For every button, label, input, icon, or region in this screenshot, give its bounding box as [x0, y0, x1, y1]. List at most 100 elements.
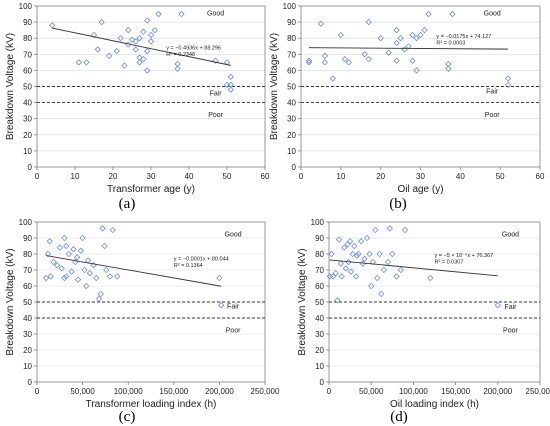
y-tick-label: 0	[28, 378, 33, 387]
x-axis-label: Transformer age (y)	[107, 184, 195, 195]
data-point	[121, 62, 128, 69]
trendline	[329, 259, 498, 277]
data-point	[147, 31, 155, 39]
data-point	[305, 57, 313, 64]
y-tick-label: 20	[23, 346, 32, 355]
data-point	[332, 270, 339, 277]
data-point	[42, 274, 50, 282]
data-point	[109, 226, 116, 234]
y-tick-label: 90	[287, 18, 296, 27]
data-point	[95, 295, 103, 302]
data-point	[49, 22, 56, 29]
data-point	[337, 31, 344, 39]
data-point	[140, 28, 147, 35]
y-tick-label: 80	[287, 34, 296, 43]
data-point	[99, 225, 106, 232]
data-point	[365, 18, 372, 26]
x-tick-label: 100,000	[114, 387, 143, 396]
data-point	[147, 38, 155, 45]
y-tick-label: 10	[287, 147, 296, 156]
data-point	[65, 250, 73, 258]
y-tick-label: 30	[23, 330, 32, 339]
data-point	[97, 290, 105, 298]
data-point	[63, 242, 70, 250]
zone-label-fair: Fair	[504, 304, 517, 311]
data-point	[227, 86, 234, 93]
trendline	[46, 255, 222, 287]
data-point	[155, 10, 162, 18]
data-point	[218, 302, 225, 309]
data-point	[174, 65, 181, 72]
data-point	[425, 10, 432, 18]
data-point	[386, 225, 393, 232]
data-point	[385, 49, 392, 56]
x-tick-label: 150,000	[441, 387, 470, 396]
data-point	[212, 57, 219, 64]
data-point	[345, 59, 352, 66]
x-tick-label: 50	[496, 172, 505, 181]
trendline	[308, 47, 509, 50]
y-axis-label: Breakdown Voltage (kV)	[5, 33, 16, 140]
x-tick-label: 200,000	[205, 387, 234, 396]
data-point	[53, 262, 61, 269]
x-tick-label: 50	[223, 172, 232, 181]
data-point	[369, 258, 377, 266]
data-point	[413, 35, 420, 42]
x-tick-label: 50,000	[359, 387, 384, 396]
data-point	[504, 75, 512, 82]
data-point	[335, 236, 343, 243]
x-tick-label: 0	[299, 172, 304, 181]
data-point	[321, 59, 329, 66]
data-point	[373, 274, 381, 282]
y-tick-label: 70	[315, 266, 324, 275]
y-tick-label: 100	[283, 2, 297, 11]
zone-label-good: Good	[484, 11, 501, 18]
zone-label-fair: Fair	[210, 90, 223, 97]
data-point	[378, 290, 385, 298]
x-tick-label: 150,000	[159, 387, 188, 396]
zone-label-fair: Fair	[486, 89, 499, 96]
chart-panel-3: 0 10 20 30 40 50 60 70 80 90 100 0 50,000 100,000 150,…	[5, 218, 280, 425]
data-point	[74, 276, 82, 283]
data-point	[357, 238, 365, 245]
data-point	[114, 273, 121, 280]
y-tick-label: 0	[292, 163, 297, 172]
y-tick-label: 20	[23, 131, 32, 140]
data-point	[79, 234, 86, 242]
y-tick-label: 50	[315, 298, 324, 307]
data-point	[61, 274, 68, 282]
y-tick-label: 90	[23, 234, 32, 243]
data-point	[68, 268, 75, 275]
data-point	[128, 36, 136, 43]
data-point	[341, 55, 348, 63]
y-tick-label: 80	[23, 34, 32, 43]
x-tick-label: 20	[109, 172, 118, 181]
data-point	[377, 35, 384, 42]
x-tick-label: 60	[261, 172, 270, 181]
y-tick-label: 40	[315, 314, 324, 323]
x-tick-label: 60	[536, 172, 545, 181]
data-point	[494, 302, 501, 309]
y-tick-label: 40	[287, 99, 296, 108]
y-tick-label: 60	[315, 282, 324, 291]
x-tick-label: 40	[185, 172, 194, 181]
data-point	[352, 273, 360, 280]
data-point	[368, 282, 375, 290]
panel-caption: (a)	[119, 196, 136, 212]
data-point	[346, 238, 354, 245]
y-tick-label: 80	[315, 250, 324, 259]
data-point	[227, 73, 234, 81]
zone-label-good: Good	[207, 11, 224, 18]
data-point	[349, 250, 356, 258]
data-point	[397, 35, 404, 42]
y-tick-label: 100	[19, 218, 33, 227]
data-point	[363, 234, 371, 242]
data-point	[393, 57, 400, 64]
data-point	[75, 59, 82, 66]
data-point	[365, 55, 372, 63]
y-tick-label: 30	[287, 115, 296, 124]
data-point	[372, 226, 379, 234]
x-axis-label: Oil loading index (h)	[390, 399, 479, 410]
y-tick-label: 100	[311, 218, 325, 227]
data-point	[351, 242, 358, 250]
